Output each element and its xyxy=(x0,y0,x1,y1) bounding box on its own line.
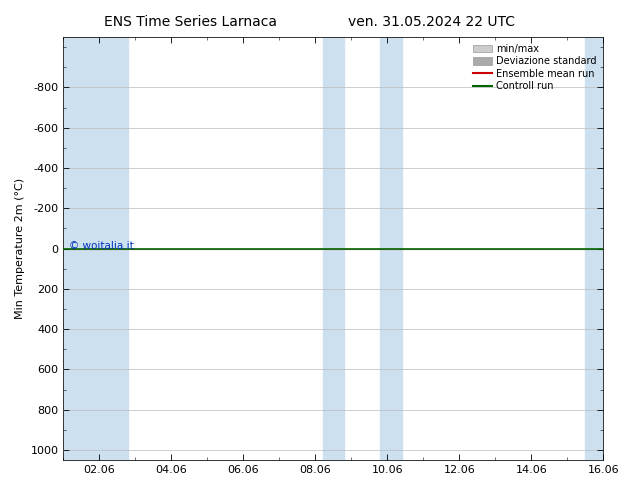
Bar xyxy=(585,37,603,460)
Bar xyxy=(323,37,344,460)
Bar xyxy=(380,37,402,460)
Text: ven. 31.05.2024 22 UTC: ven. 31.05.2024 22 UTC xyxy=(347,15,515,29)
Y-axis label: Min Temperature 2m (°C): Min Temperature 2m (°C) xyxy=(15,178,25,319)
Text: © woitalia.it: © woitalia.it xyxy=(69,242,134,251)
Bar xyxy=(63,37,128,460)
Legend: min/max, Deviazione standard, Ensemble mean run, Controll run: min/max, Deviazione standard, Ensemble m… xyxy=(470,42,598,93)
Text: ENS Time Series Larnaca: ENS Time Series Larnaca xyxy=(104,15,276,29)
